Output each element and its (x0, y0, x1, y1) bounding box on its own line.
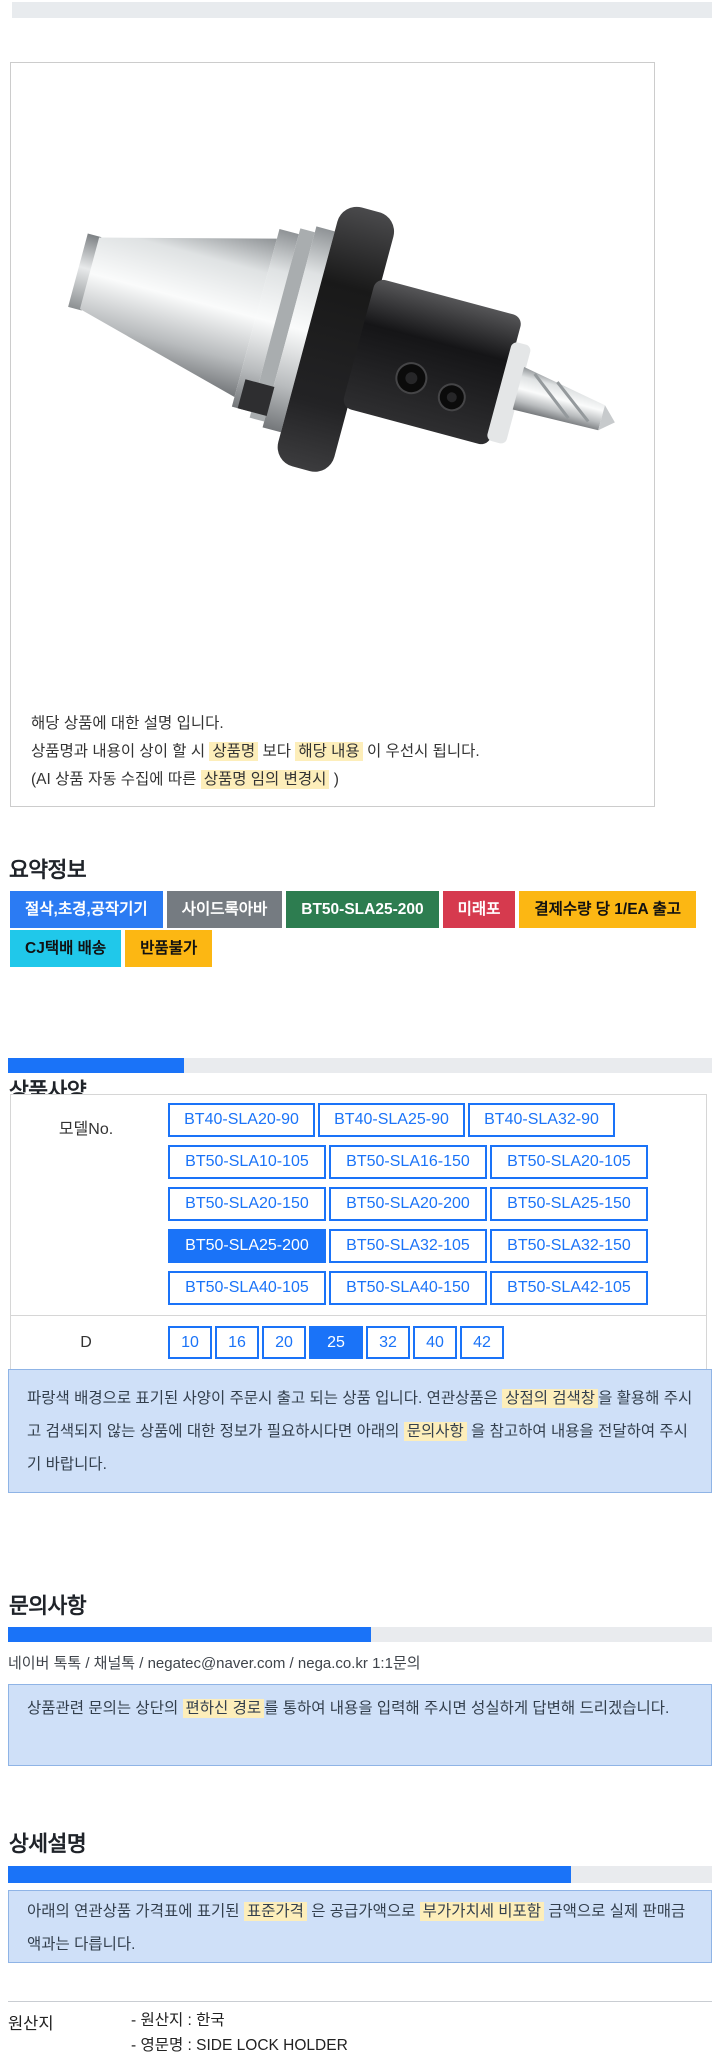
highlighted-text: 상품명 (209, 742, 259, 761)
model-option[interactable]: BT50-SLA20-150 (168, 1187, 326, 1221)
summary-tag: 미래포 (442, 891, 516, 928)
model-option[interactable]: BT40-SLA32-90 (468, 1103, 615, 1137)
summary-tag: 사이드록아바 (166, 891, 283, 928)
section-title-detail: 상세설명 (9, 1832, 87, 1856)
summary-tag: CJ택배 배송 (10, 930, 122, 967)
diameter-option[interactable]: 20 (262, 1326, 306, 1359)
model-option[interactable]: BT50-SLA42-105 (490, 1271, 648, 1305)
model-cell-row: BT50-SLA25-200 BT50-SLA32-105 BT50-SLA32-1… (168, 1229, 648, 1263)
spec-scrollbar-thumb[interactable] (8, 1058, 184, 1073)
plain-text: 금액으로 실제 판매금액과는 다릅니다. (27, 1903, 686, 1953)
plain-text: 파랑색 배경으로 표기된 사양이 주문시 출고 되는 상품 입니다. 연관상품은 (27, 1390, 503, 1407)
top-divider-bar (12, 2, 712, 18)
highlighted-text: 표준가격 (243, 1902, 307, 1921)
plain-text: 해당 상품에 대한 설명 입니다. (31, 715, 224, 732)
origin-divider (8, 2001, 712, 2002)
detail-note-box: 아래의 연관상품 가격표에 표기된 표준가격 은 공급가액으로 부가가치세 비포… (8, 1890, 712, 1963)
product-description-line: 해당 상품에 대한 설명 입니다. (31, 710, 480, 738)
diameter-option[interactable]: 42 (460, 1326, 504, 1359)
diameter-option[interactable]: 10 (168, 1326, 212, 1359)
detail-scrollbar-track (8, 1866, 712, 1883)
plain-text: 은 공급가액으로 (306, 1903, 420, 1920)
highlighted-text: 편하신 경로 (182, 1699, 265, 1718)
origin-lines: - 원산지 : 한국 - 영문명 : SIDE LOCK HOLDER (131, 2008, 348, 2052)
highlighted-text: 상점의 검색창 (502, 1389, 599, 1408)
spec-note-box: 파랑색 배경으로 표기된 사양이 주문시 출고 되는 상품 입니다. 연관상품은… (8, 1369, 712, 1493)
model-option[interactable]: BT40-SLA25-90 (318, 1103, 465, 1137)
product-description-line: 상품명과 내용이 상이 할 시 상품명 보다 해당 내용 이 우선시 됩니다. (31, 738, 480, 766)
model-cell-row: BT50-SLA20-150 BT50-SLA20-200 BT50-SLA25-1… (168, 1187, 648, 1221)
plain-text: 이 우선시 됩니다. (362, 743, 480, 760)
inquiry-scrollbar-track (8, 1627, 712, 1642)
summary-tags: 절삭,초경,공작기기 사이드록아바 BT50-SLA25-200 미래포 결제수량 당 … (10, 891, 714, 967)
inquiry-contact-line: 네이버 톡톡 / 채널톡 / negatec@naver.com / nega.… (8, 1655, 421, 1672)
summary-tag: 절삭,초경,공작기기 (10, 891, 163, 928)
diameter-option[interactable]: 25 (309, 1326, 363, 1359)
summary-tag: 반품불가 (125, 930, 213, 967)
highlighted-text: 부가가치세 비포함 (419, 1902, 545, 1921)
plain-text: 보다 (258, 743, 296, 760)
diameter-row: D 10 16 20 25 32 40 42 (11, 1315, 706, 1369)
origin-line: - 영문명 : SIDE LOCK HOLDER (131, 2037, 348, 2052)
plain-text: 상품명과 내용이 상이 할 시 (31, 743, 210, 760)
summary-tag: 결제수량 당 1/EA 출고 (519, 891, 696, 928)
model-option[interactable]: BT50-SLA32-105 (329, 1229, 487, 1263)
product-image (68, 206, 615, 472)
origin-label: 원산지 (8, 2015, 54, 2033)
diameter-row-label: D (80, 1334, 92, 1351)
origin-line: - 원산지 : 한국 (131, 2012, 225, 2029)
plain-text: 아래의 연관상품 가격표에 표기된 (27, 1903, 244, 1920)
summary-tag: BT50-SLA25-200 (286, 891, 439, 928)
diameter-option[interactable]: 40 (413, 1326, 457, 1359)
model-option[interactable]: BT50-SLA16-150 (329, 1145, 487, 1179)
highlighted-text: 상품명 임의 변경시 (200, 770, 330, 789)
section-title-summary: 요약정보 (9, 858, 87, 882)
plain-text: (AI 상품 자동 수집에 따른 (31, 771, 201, 788)
product-image-panel: 해당 상품에 대한 설명 입니다. 상품명과 내용이 상이 할 시 상품명 보다… (10, 62, 655, 807)
section-title-inquiry: 문의사항 (9, 1594, 87, 1618)
model-row: 모델No. BT40-SLA20-90 BT40-SLA25-90 BT40-SLA… (11, 1095, 706, 1315)
product-description-line: (AI 상품 자동 수집에 따른 상품명 임의 변경시 ) (31, 766, 480, 794)
model-row-label: 모델No. (58, 1121, 114, 1138)
model-rows: BT40-SLA20-90 BT40-SLA25-90 BT40-SLA32-90 B… (168, 1103, 648, 1305)
plain-text: 를 통하여 내용을 입력해 주시면 성실하게 답변해 드리겠습니다. (264, 1700, 670, 1717)
spec-scrollbar-track (8, 1058, 712, 1073)
model-option[interactable]: BT50-SLA20-105 (490, 1145, 648, 1179)
detail-scrollbar-thumb[interactable] (8, 1866, 572, 1883)
diameter-option[interactable]: 16 (215, 1326, 259, 1359)
model-option[interactable]: BT40-SLA20-90 (168, 1103, 315, 1137)
inquiry-note-box: 상품관련 문의는 상단의 편하신 경로 를 통하여 내용을 입력해 주시면 성실하… (8, 1684, 712, 1766)
model-option[interactable]: BT50-SLA25-150 (490, 1187, 648, 1221)
model-cell-row: BT40-SLA20-90 BT40-SLA25-90 BT40-SLA32-90 (168, 1103, 648, 1137)
model-cell-row: BT50-SLA10-105 BT50-SLA16-150 BT50-SLA20-1… (168, 1145, 648, 1179)
plain-text: 을 참고하여 내용을 전달하여 주시기 바랍니다. (27, 1423, 688, 1473)
model-option[interactable]: BT50-SLA40-150 (329, 1271, 487, 1305)
plain-text: 상품관련 문의는 상단의 (27, 1700, 183, 1717)
diameter-option[interactable]: 32 (366, 1326, 410, 1359)
model-option[interactable]: BT50-SLA20-200 (329, 1187, 487, 1221)
product-description: 해당 상품에 대한 설명 입니다. 상품명과 내용이 상이 할 시 상품명 보다… (31, 710, 480, 794)
plain-text: 을 활용해 주시고 검색되지 않는 상품에 대한 정보가 필요하시다면 아래의 (27, 1390, 693, 1440)
highlighted-text: 문의사항 (403, 1422, 467, 1441)
d-cells: 10 16 20 25 32 40 42 (168, 1326, 507, 1359)
plain-text: ) (329, 771, 339, 788)
inquiry-scrollbar-thumb[interactable] (8, 1627, 371, 1642)
model-option[interactable]: BT50-SLA32-150 (490, 1229, 648, 1263)
model-option[interactable]: BT50-SLA40-105 (168, 1271, 326, 1305)
model-cell-row: BT50-SLA40-105 BT50-SLA40-150 BT50-SLA42-1… (168, 1271, 648, 1305)
spec-table: 모델No. BT40-SLA20-90 BT40-SLA25-90 BT40-SLA… (10, 1094, 707, 1370)
model-option[interactable]: BT50-SLA10-105 (168, 1145, 326, 1179)
model-option[interactable]: BT50-SLA25-200 (168, 1229, 326, 1263)
highlighted-text: 해당 내용 (295, 742, 363, 761)
